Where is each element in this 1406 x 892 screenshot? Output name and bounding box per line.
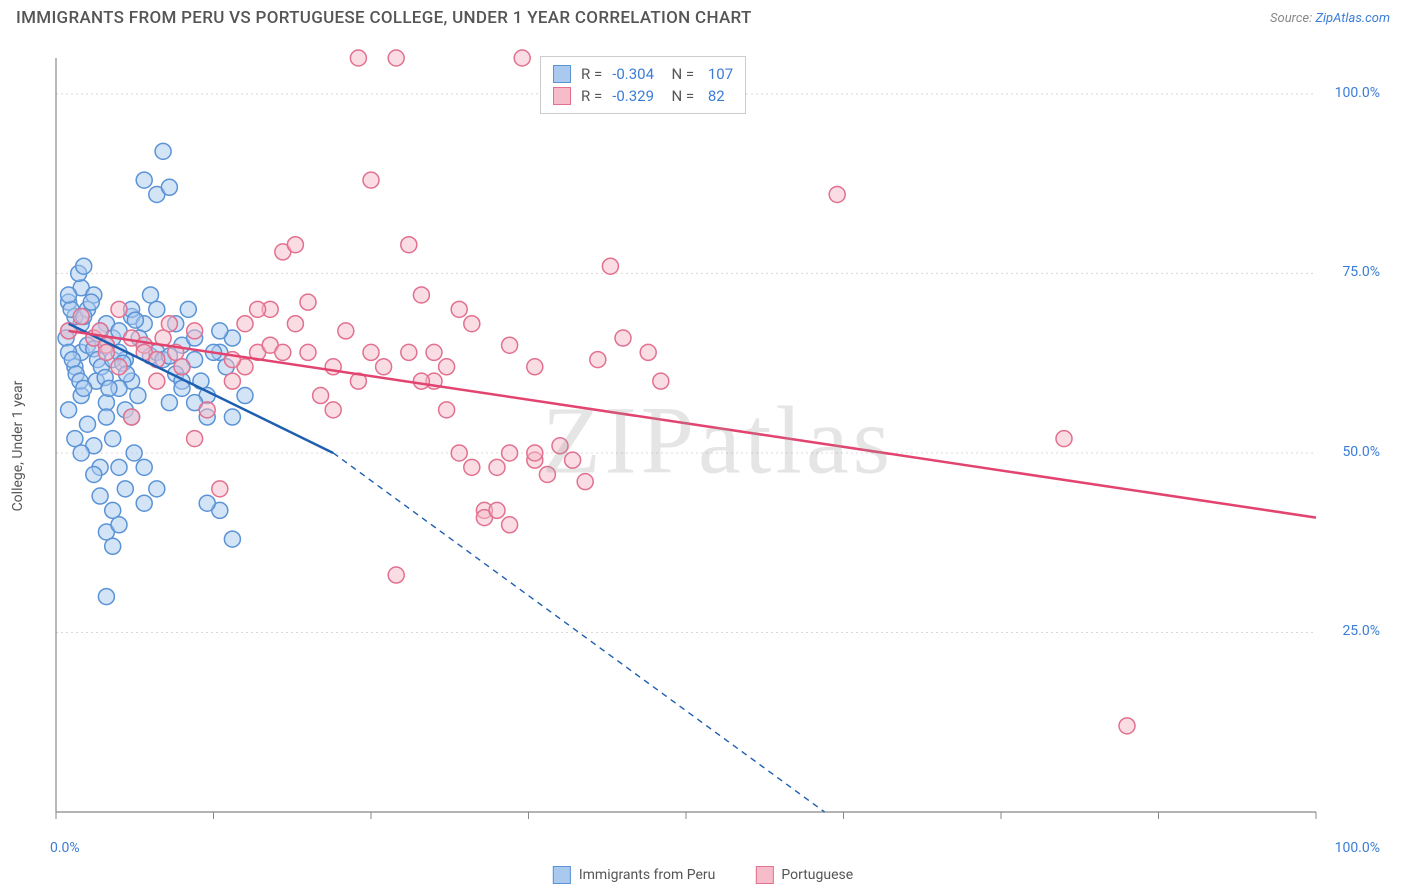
plot-area: ZIPatlas 25.0%50.0%75.0%100.0%: [50, 48, 1386, 832]
legend-item-peru: Immigrants from Peru: [553, 866, 716, 884]
stats-r-value: -0.304: [612, 65, 654, 83]
y-axis-label: College, Under 1 year: [10, 381, 26, 512]
legend-swatch-peru: [553, 866, 571, 884]
stats-n-value: 107: [704, 65, 733, 83]
legend-swatch-portuguese: [755, 866, 773, 884]
stats-row: R = -0.329 N = 82: [553, 85, 733, 107]
x-axis-min-label: 0.0%: [50, 840, 80, 856]
stats-r-label: R =: [581, 65, 602, 83]
x-axis-max-label: 100.0%: [1335, 840, 1380, 856]
stats-swatch: [553, 65, 571, 83]
stats-swatch: [553, 87, 571, 105]
legend-label-peru: Immigrants from Peru: [579, 867, 716, 883]
legend-label-portuguese: Portuguese: [781, 867, 853, 883]
stats-n-label: N =: [664, 65, 694, 83]
source-prefix: Source:: [1270, 11, 1315, 26]
stats-r-value: -0.329: [612, 87, 654, 105]
stats-row: R = -0.304 N = 107: [553, 63, 733, 85]
chart-title: IMMIGRANTS FROM PERU VS PORTUGUESE COLLE…: [16, 8, 752, 28]
y-tick-label: 100.0%: [1335, 85, 1380, 101]
y-tick-label: 75.0%: [1342, 264, 1380, 280]
stats-r-label: R =: [581, 87, 602, 105]
y-tick-label: 25.0%: [1342, 623, 1380, 639]
chart-svg: [50, 48, 1386, 832]
header: IMMIGRANTS FROM PERU VS PORTUGUESE COLLE…: [0, 0, 1406, 36]
legend-bottom: Immigrants from Peru Portuguese: [553, 866, 853, 884]
legend-item-portuguese: Portuguese: [755, 866, 853, 884]
stats-legend-box: R = -0.304 N = 107 R = -0.329 N = 82: [540, 56, 746, 114]
chart-container: IMMIGRANTS FROM PERU VS PORTUGUESE COLLE…: [0, 0, 1406, 892]
source-link[interactable]: ZipAtlas.com: [1315, 11, 1390, 26]
source-attribution: Source: ZipAtlas.com: [1270, 11, 1390, 26]
stats-n-value: 82: [704, 87, 725, 105]
stats-n-label: N =: [664, 87, 694, 105]
y-tick-label: 50.0%: [1342, 444, 1380, 460]
